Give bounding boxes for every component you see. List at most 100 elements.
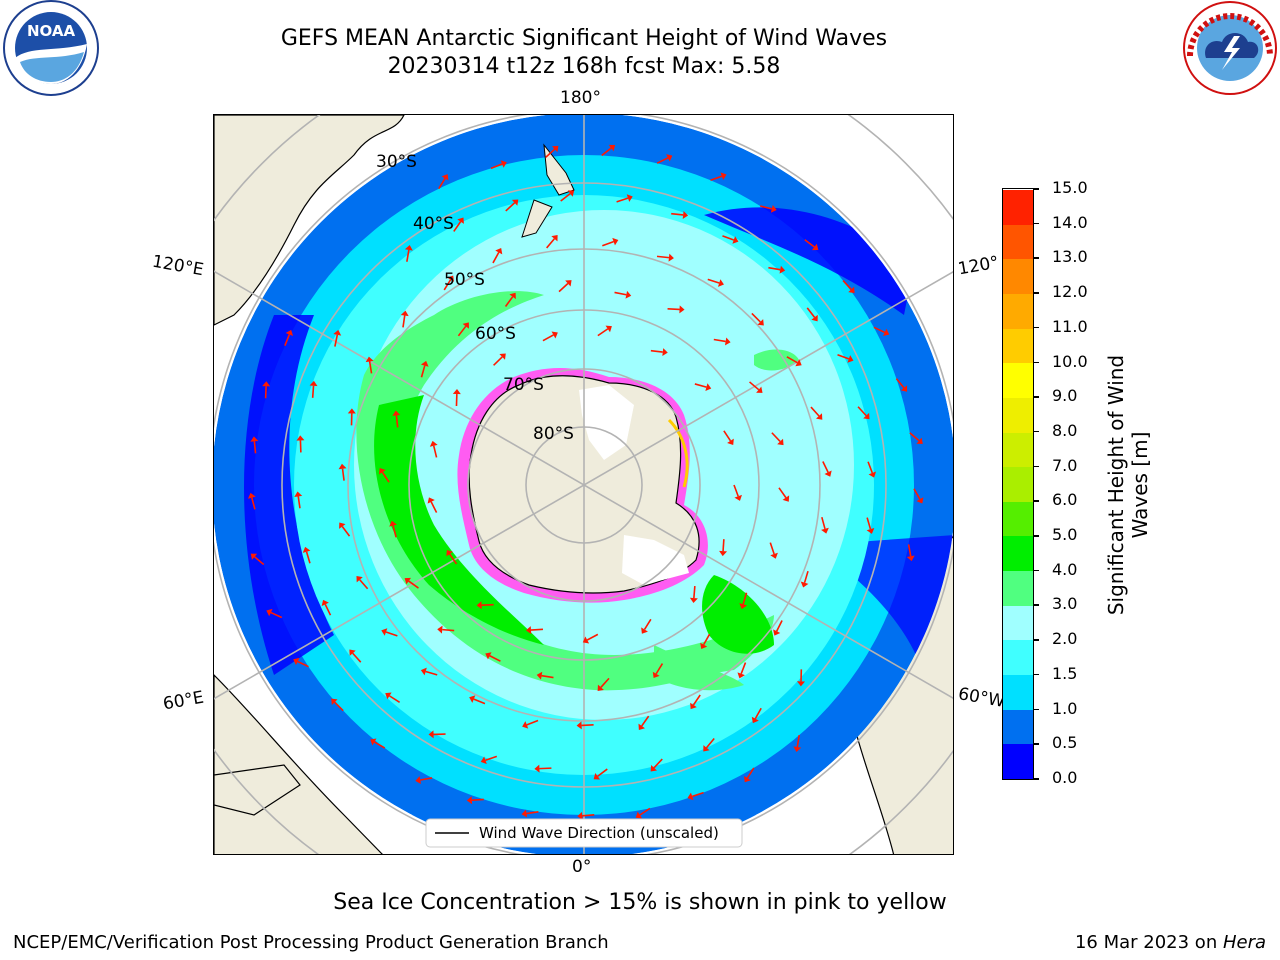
wave-arrow-head — [296, 435, 305, 441]
wave-arrow-head — [720, 172, 727, 180]
colorbar-tick-label: 9.0 — [1052, 386, 1078, 406]
wave-arrow-shaft — [822, 461, 829, 473]
colorbar-tick-mark — [1033, 569, 1039, 572]
noaa-logo-text: NOAA — [27, 22, 76, 40]
wave-arrow-head — [385, 692, 392, 700]
wave-arrow-head — [906, 555, 915, 562]
wave-arrow-shaft — [691, 791, 704, 798]
wave-arrow-head — [597, 684, 604, 692]
wave-arrow-head — [499, 353, 506, 360]
wave-arrow-head — [717, 279, 724, 287]
wave-arrow-head — [420, 667, 427, 676]
wave-arrow-head — [365, 356, 374, 363]
colorbar-tick-mark — [1033, 188, 1039, 190]
wave-arrow-head — [650, 765, 657, 772]
colorbar-title-line1: Significant Height of Wind — [1104, 354, 1128, 616]
wave-arrow-head — [626, 194, 633, 202]
wave-arrow-head — [509, 292, 516, 300]
colorbar-tick-mark — [1033, 778, 1039, 780]
wave-arrow-head — [381, 628, 388, 636]
wave-arrow-head — [689, 597, 698, 603]
wave-arrow-head — [392, 410, 401, 416]
colorbar-tick-label: 14.0 — [1052, 212, 1088, 232]
wave-arrow-head — [811, 243, 819, 251]
colorbar-tick-label: 11.0 — [1052, 316, 1088, 336]
wave-arrow-head — [816, 413, 823, 420]
nws-logo — [1183, 1, 1277, 95]
colorbar-tick-label: 6.0 — [1052, 490, 1078, 510]
wave-arrow-shaft — [402, 315, 406, 328]
wave-arrow-head — [309, 380, 318, 387]
wave-arrow-head — [638, 723, 646, 731]
wave-arrow-shaft — [251, 497, 256, 510]
wave-arrow-shaft — [692, 694, 701, 706]
wave-arrow-shaft — [264, 386, 267, 399]
wave-arrow-head — [551, 331, 558, 339]
colorbar-segment — [1003, 293, 1033, 329]
lon-label-upper-right: 120° — [956, 252, 1001, 280]
wave-arrow-shaft — [471, 798, 484, 802]
wave-arrow-head — [770, 204, 777, 213]
wave-arrow-shaft — [722, 235, 735, 241]
lon-label-upper-left: 120°E — [150, 251, 206, 281]
colorbar-segment — [1003, 466, 1033, 502]
wave-arrow-head — [415, 776, 421, 784]
colorbar-tick-label: 15.0 — [1052, 178, 1088, 197]
colorbar-tick-mark — [1033, 604, 1039, 606]
wave-arrow-head — [756, 386, 763, 393]
colorbar-tick-mark — [1033, 430, 1039, 433]
wave-arrow-shaft — [582, 814, 595, 817]
wave-arrow-shaft — [425, 670, 438, 676]
lat-label-70s: 70°S — [503, 375, 544, 395]
wave-arrow-shaft — [490, 163, 503, 170]
wave-arrow-shaft — [392, 525, 397, 538]
wave-arrow-shaft — [297, 496, 301, 509]
wave-arrow-shaft — [749, 381, 760, 391]
wave-arrow-head — [576, 721, 582, 730]
wave-arrow-shaft — [643, 618, 652, 630]
wave-arrow-shaft — [759, 205, 773, 210]
wave-arrow-shaft — [492, 252, 500, 264]
wave-arrow-head — [495, 248, 503, 255]
wave-arrow-head — [821, 527, 829, 534]
wave-arrow-head — [462, 322, 469, 329]
colorbar-title-line2: Waves [m] — [1128, 431, 1152, 539]
colorbar-segment — [1003, 328, 1033, 364]
map-title: GEFS MEAN Antarctic Significant Height o… — [280, 26, 888, 51]
wave-arrow-shaft — [842, 280, 852, 290]
colorbar-segment — [1003, 501, 1033, 537]
wave-arrow-head — [420, 360, 429, 367]
wave-arrow-head — [782, 495, 790, 502]
wave-arrow-shaft — [381, 471, 390, 483]
colorbar-tick-label: 2.0 — [1052, 629, 1078, 649]
wave-arrow-head — [682, 211, 689, 219]
wave-arrow-shaft — [857, 406, 867, 417]
wave-arrow-head — [703, 745, 710, 752]
colorbar-tick-label: 0.0 — [1052, 768, 1078, 787]
wave-arrow-head — [668, 253, 674, 262]
wave-arrow-shaft — [909, 432, 920, 442]
wave-arrow-head — [437, 625, 443, 634]
wave-arrow-head — [916, 497, 924, 504]
wave-arrow-shaft — [334, 701, 344, 712]
wave-arrow-head — [404, 577, 412, 585]
wave-arrow-head — [511, 199, 519, 206]
wave-arrow-head — [800, 581, 809, 588]
wave-arrow-head — [793, 746, 802, 752]
wave-arrow-shaft — [546, 238, 556, 249]
wave-arrow-shaft — [597, 328, 609, 337]
wave-arrow-head — [457, 217, 464, 224]
wave-arrow-head — [469, 695, 476, 703]
wave-arrow-shaft — [324, 604, 332, 616]
wave-arrow-shaft — [558, 282, 569, 293]
legend-label: Wind Wave Direction (unscaled) — [479, 824, 719, 842]
colorbar-segment — [1003, 605, 1033, 641]
new-zealand — [521, 143, 575, 238]
lon-label-top: 180° — [560, 88, 601, 108]
lat-label-50s: 50°S — [444, 270, 485, 290]
wave-arrow-shaft — [806, 307, 816, 318]
lon-label-lower-right: 60°W — [956, 684, 1007, 712]
wave-arrow-shaft — [768, 266, 781, 271]
wave-arrow-head — [719, 550, 728, 557]
wave-arrow-shaft — [253, 441, 257, 454]
